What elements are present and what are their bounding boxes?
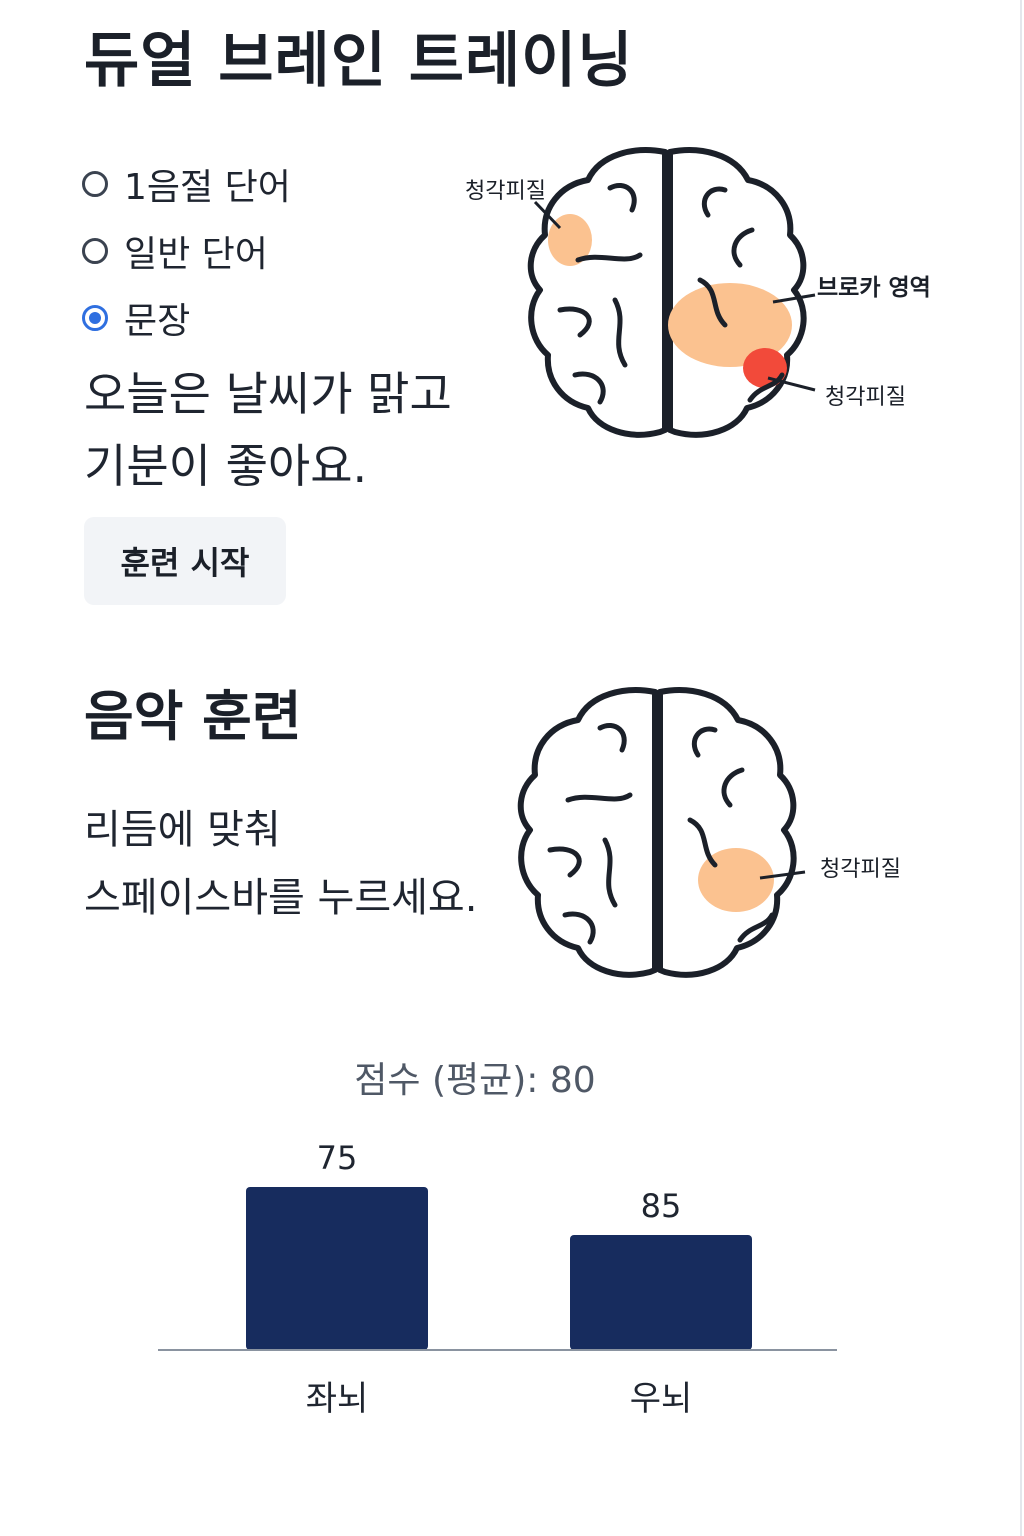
- bar-category-label: 좌뇌: [306, 1379, 369, 1419]
- option-single-syllable[interactable]: 1음절 단어: [82, 150, 462, 217]
- chart-title: 점수 (평균): 80: [354, 1060, 595, 1101]
- bar-category-label: 우뇌: [630, 1379, 693, 1419]
- instruction-line: 리듬에 맞춰: [84, 807, 281, 853]
- prompt-line: 오늘은 날씨가 맑고: [84, 367, 452, 421]
- option-label: 1음절 단어: [124, 166, 291, 208]
- leader-line: [759, 870, 806, 880]
- radio-sentence[interactable]: [82, 304, 108, 331]
- score-bar-chart: 점수 (평균): 80 75 좌뇌 85 우뇌: [158, 1060, 837, 1419]
- leader-line: [772, 293, 816, 304]
- bar-value-label: 75: [317, 1139, 358, 1177]
- prompt-line: 기분이 좋아요.: [84, 439, 368, 493]
- music-instruction: 리듬에 맞춰 스페이스바를 누르세요.: [84, 796, 524, 932]
- start-training-button[interactable]: 훈련 시작: [84, 517, 286, 605]
- option-label: 문장: [124, 300, 191, 342]
- brain-diagram-music: 청각피질: [517, 687, 901, 978]
- chart-bars: 75 좌뇌 85 우뇌: [246, 1139, 752, 1419]
- option-common-words[interactable]: 일반 단어: [82, 217, 462, 284]
- brain-folds: [557, 183, 785, 405]
- brain-left-hemisphere: [517, 687, 658, 978]
- option-sentence[interactable]: 문장: [82, 284, 462, 351]
- label-auditory-cortex-bottom: 청각피질: [825, 385, 906, 410]
- label-auditory-cortex-top: 청각피질: [465, 179, 546, 204]
- radio-single-syllable[interactable]: [82, 170, 108, 197]
- leader-line: [767, 376, 816, 392]
- training-prompt: 오늘은 날씨가 맑고 기분이 좋아요.: [84, 358, 504, 502]
- label-auditory-cortex: 청각피질: [820, 857, 901, 882]
- brain-right-hemisphere: [657, 687, 797, 978]
- brain-folds: [547, 723, 775, 945]
- bar-1: [570, 1235, 752, 1350]
- broca-area-highlight: [668, 283, 792, 367]
- training-mode-radio-group: 1음절 단어 일반 단어 문장: [82, 150, 462, 351]
- label-broca-area: 브로카 영역: [817, 275, 931, 301]
- leader-line: [533, 200, 562, 230]
- radio-common-words[interactable]: [82, 237, 108, 264]
- section-title-music: 음악 훈련: [84, 685, 302, 748]
- page-edge: [1020, 0, 1022, 1536]
- brain-diagram-language: 청각피질 브로카 영역 청각피질: [465, 147, 931, 438]
- brain-left-hemisphere: [527, 147, 668, 438]
- instruction-line: 스페이스바를 누르세요.: [84, 875, 478, 921]
- bar-value-label: 85: [641, 1187, 682, 1225]
- bar-0: [246, 1187, 428, 1350]
- option-label: 일반 단어: [124, 233, 268, 275]
- page-title: 듀얼 브레인 트레이닝: [84, 26, 634, 96]
- auditory-cortex-hotspot: [743, 348, 787, 388]
